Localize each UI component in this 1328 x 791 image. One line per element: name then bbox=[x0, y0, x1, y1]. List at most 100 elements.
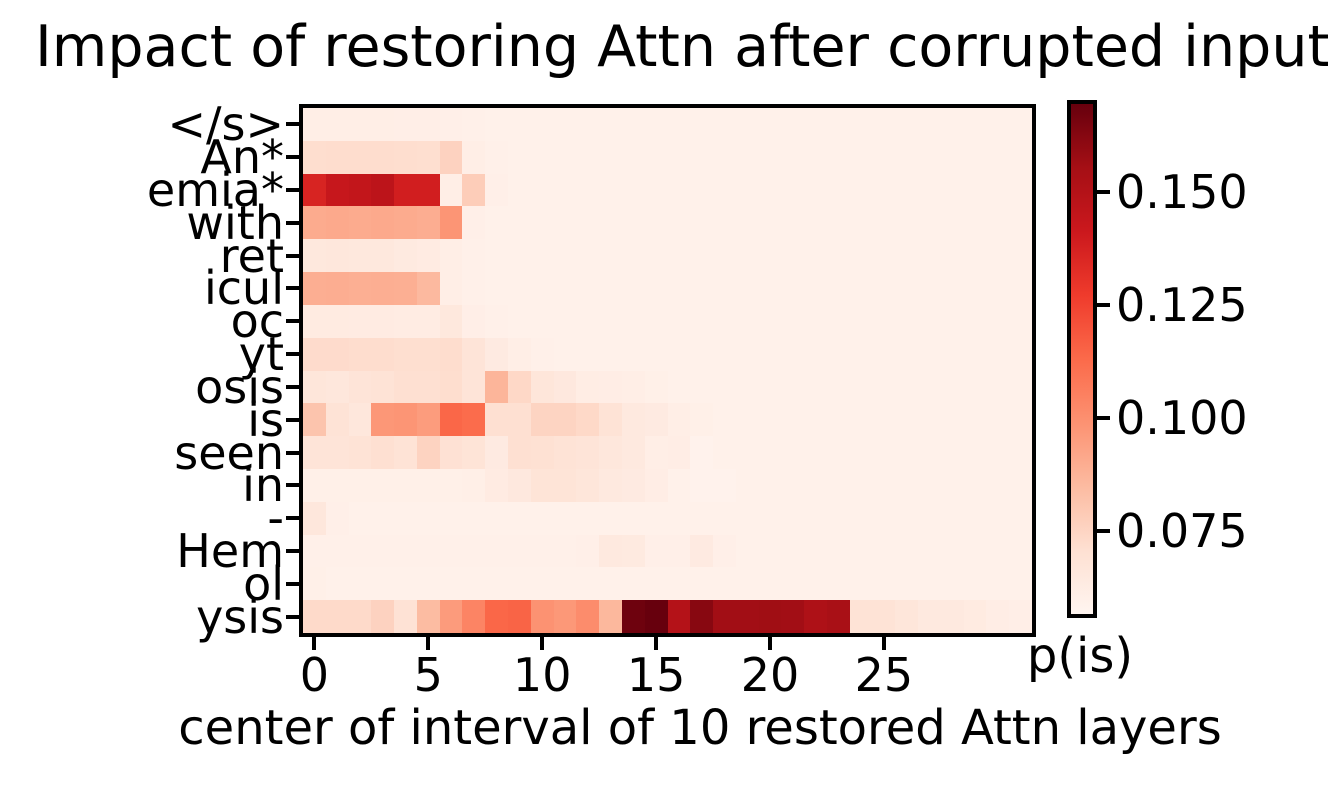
heatmap-cell bbox=[644, 600, 668, 633]
heatmap-cell bbox=[644, 534, 668, 568]
heatmap-cell bbox=[1009, 108, 1032, 141]
heatmap-cell bbox=[940, 140, 964, 174]
heatmap-cell bbox=[644, 567, 668, 601]
heatmap-cell bbox=[462, 468, 486, 502]
heatmap-cell bbox=[826, 206, 850, 240]
heatmap-cell bbox=[576, 108, 600, 141]
heatmap-cell bbox=[621, 108, 645, 141]
heatmap-cell bbox=[872, 140, 896, 174]
heatmap-cell bbox=[713, 173, 736, 207]
heatmap-cell bbox=[690, 239, 714, 273]
heatmap-cell bbox=[713, 534, 736, 568]
heatmap-cell bbox=[439, 403, 463, 437]
heatmap-cell bbox=[303, 206, 326, 240]
heatmap-cell bbox=[348, 239, 372, 273]
heatmap-cell bbox=[303, 600, 326, 633]
heatmap-cell bbox=[918, 600, 941, 633]
heatmap-cell bbox=[439, 468, 463, 502]
heatmap-cell bbox=[667, 370, 691, 404]
heatmap-cell bbox=[758, 206, 782, 240]
heatmap-cell bbox=[872, 206, 896, 240]
heatmap-cell bbox=[348, 140, 372, 174]
heatmap-cell bbox=[690, 436, 714, 469]
heatmap-cell bbox=[508, 501, 531, 535]
heatmap-cell bbox=[872, 370, 896, 404]
heatmap-cell bbox=[895, 370, 919, 404]
heatmap-cell bbox=[439, 501, 463, 535]
heatmap-cell bbox=[872, 468, 896, 502]
heatmap-cell bbox=[667, 173, 691, 207]
y-tick-label: in bbox=[242, 458, 284, 513]
colorbar-tick-mark bbox=[1097, 528, 1110, 533]
heatmap-cell bbox=[849, 206, 873, 240]
heatmap-cell bbox=[508, 370, 531, 404]
heatmap-cell bbox=[394, 272, 417, 305]
heatmap-cell bbox=[667, 567, 691, 601]
colorbar-tick-label: 0.150 bbox=[1116, 165, 1248, 220]
heatmap-cell bbox=[940, 567, 964, 601]
heatmap-cell bbox=[690, 272, 714, 305]
heatmap-cell bbox=[826, 468, 850, 502]
heatmap-cell bbox=[576, 206, 600, 240]
heatmap-cell bbox=[462, 370, 486, 404]
y-tick-mark bbox=[286, 352, 299, 357]
heatmap-cell bbox=[940, 403, 964, 437]
x-tick-mark bbox=[881, 637, 886, 650]
heatmap-cell bbox=[963, 206, 987, 240]
heatmap-cell bbox=[394, 436, 417, 469]
heatmap-cell bbox=[599, 239, 622, 273]
heatmap-cell bbox=[325, 567, 349, 601]
heatmap-cell bbox=[530, 534, 554, 568]
y-tick-label: An* bbox=[200, 130, 284, 185]
y-tick-mark bbox=[286, 450, 299, 455]
heatmap-cell bbox=[553, 108, 577, 141]
heatmap-cell bbox=[439, 370, 463, 404]
heatmap-cell bbox=[553, 600, 577, 633]
heatmap-cell bbox=[508, 239, 531, 273]
heatmap-cell bbox=[826, 534, 850, 568]
heatmap-cell bbox=[621, 600, 645, 633]
heatmap-cell bbox=[918, 370, 941, 404]
x-tick-mark bbox=[312, 637, 317, 650]
heatmap-cell bbox=[394, 173, 417, 207]
colorbar-tick-mark bbox=[1097, 303, 1110, 308]
heatmap-cell bbox=[621, 337, 645, 371]
heatmap-cell bbox=[553, 272, 577, 305]
heatmap-cell bbox=[348, 370, 372, 404]
heatmap-cell bbox=[508, 436, 531, 469]
heatmap-cell bbox=[325, 239, 349, 273]
heatmap-cell bbox=[1009, 140, 1032, 174]
heatmap-cell bbox=[1009, 370, 1032, 404]
heatmap-cell bbox=[667, 304, 691, 338]
heatmap-cell bbox=[644, 468, 668, 502]
heatmap-cell bbox=[826, 370, 850, 404]
heatmap-cell bbox=[895, 468, 919, 502]
heatmap-cell bbox=[781, 567, 805, 601]
heatmap-cell bbox=[371, 337, 395, 371]
heatmap-cell bbox=[394, 534, 417, 568]
heatmap-cell bbox=[485, 600, 509, 633]
heatmap-cell bbox=[895, 436, 919, 469]
heatmap-cell bbox=[667, 239, 691, 273]
heatmap-cell bbox=[918, 436, 941, 469]
heatmap-cell bbox=[918, 206, 941, 240]
heatmap-cell bbox=[530, 108, 554, 141]
heatmap-cell bbox=[758, 140, 782, 174]
heatmap-cell bbox=[599, 501, 622, 535]
heatmap-cell bbox=[940, 468, 964, 502]
heatmap-cell bbox=[439, 272, 463, 305]
heatmap-cell bbox=[940, 534, 964, 568]
heatmap-cell bbox=[553, 403, 577, 437]
heatmap-cell bbox=[325, 337, 349, 371]
heatmap-cell bbox=[735, 304, 759, 338]
heatmap-cell bbox=[553, 370, 577, 404]
heatmap-cell bbox=[508, 206, 531, 240]
heatmap-cell bbox=[371, 403, 395, 437]
heatmap-cell bbox=[1009, 436, 1032, 469]
heatmap-cell bbox=[1009, 501, 1032, 535]
heatmap-cell bbox=[735, 534, 759, 568]
heatmap-cell bbox=[758, 501, 782, 535]
heatmap-cell bbox=[690, 108, 714, 141]
heatmap-cell bbox=[621, 173, 645, 207]
heatmap-cell bbox=[553, 304, 577, 338]
